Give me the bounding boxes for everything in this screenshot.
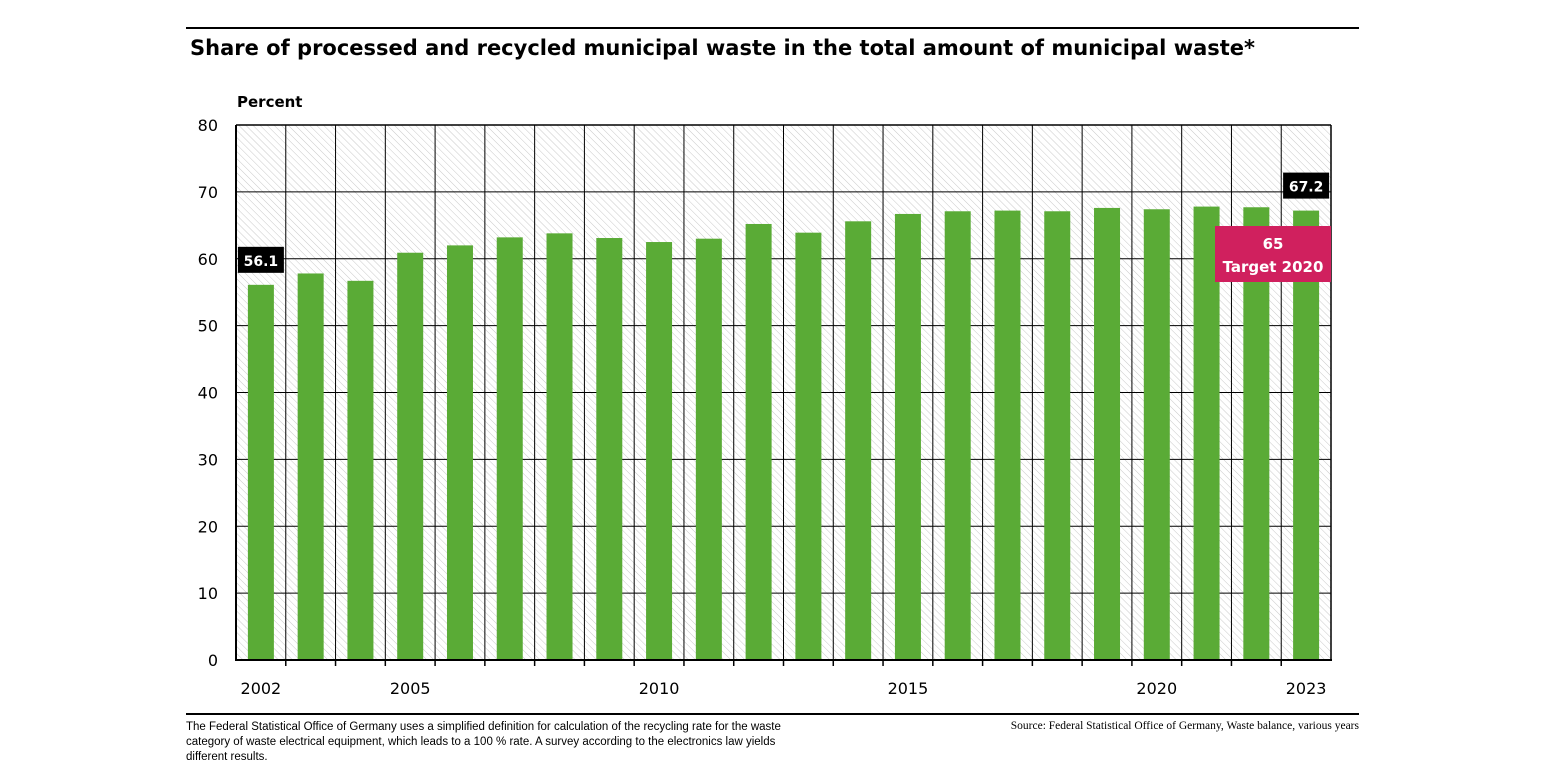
- y-tick-label: 80: [198, 116, 218, 135]
- y-tick-label: 30: [198, 450, 218, 469]
- bar-2020: [1143, 209, 1170, 660]
- target-box: [1215, 226, 1331, 282]
- bottom-rule: [186, 713, 1359, 715]
- y-tick-label: 40: [198, 384, 218, 403]
- bar-2003: [297, 273, 324, 660]
- x-tick-label: 2002: [241, 679, 282, 698]
- bar-2022: [1243, 207, 1270, 660]
- bar-2005: [397, 252, 424, 660]
- source-note: Source: Federal Statistical Office of Ge…: [1010, 720, 1359, 732]
- bar-2008: [546, 233, 573, 660]
- x-tick-label: 2020: [1136, 679, 1177, 698]
- bar-2014: [845, 221, 872, 661]
- data-label-box: [1283, 172, 1330, 199]
- data-label: 56.1: [244, 254, 279, 270]
- y-tick-label: 60: [198, 250, 218, 269]
- target-label: Target 2020: [1223, 258, 1324, 276]
- target-value: 65: [1263, 235, 1284, 253]
- bar-2021: [1193, 206, 1220, 660]
- footnote: The Federal Statistical Office of German…: [186, 721, 781, 763]
- bar-2015: [894, 213, 921, 660]
- bar-2023: [1293, 210, 1320, 660]
- bar-2019: [1094, 207, 1121, 661]
- bar-2009: [596, 238, 623, 661]
- y-tick-label: 70: [198, 183, 218, 202]
- y-tick-label: 10: [198, 584, 218, 603]
- y-tick-label: 20: [198, 517, 218, 536]
- y-tick-label: 0: [208, 651, 218, 670]
- bar-2016: [944, 211, 971, 661]
- bar-2012: [745, 223, 772, 660]
- x-tick-label: 2015: [888, 679, 929, 698]
- bar-2006: [446, 245, 473, 660]
- chart-title: Share of processed and recycled municipa…: [190, 36, 1256, 60]
- bar-2010: [646, 242, 673, 660]
- x-tick-label: 2005: [390, 679, 431, 698]
- data-label-box: [237, 246, 284, 273]
- data-label: 67.2: [1289, 180, 1324, 196]
- x-tick-label: 2010: [639, 679, 680, 698]
- bar-2013: [795, 232, 822, 660]
- y-tick-label: 50: [198, 317, 218, 336]
- y-axis-label: Percent: [237, 93, 302, 111]
- x-tick-label: 2023: [1286, 679, 1327, 698]
- bar-2007: [496, 237, 523, 660]
- bar-2011: [695, 238, 722, 660]
- top-rule: [186, 27, 1359, 29]
- bar-2004: [347, 280, 374, 660]
- bar-2002: [247, 284, 274, 660]
- bar-2017: [994, 210, 1021, 660]
- bar-2018: [1044, 211, 1071, 661]
